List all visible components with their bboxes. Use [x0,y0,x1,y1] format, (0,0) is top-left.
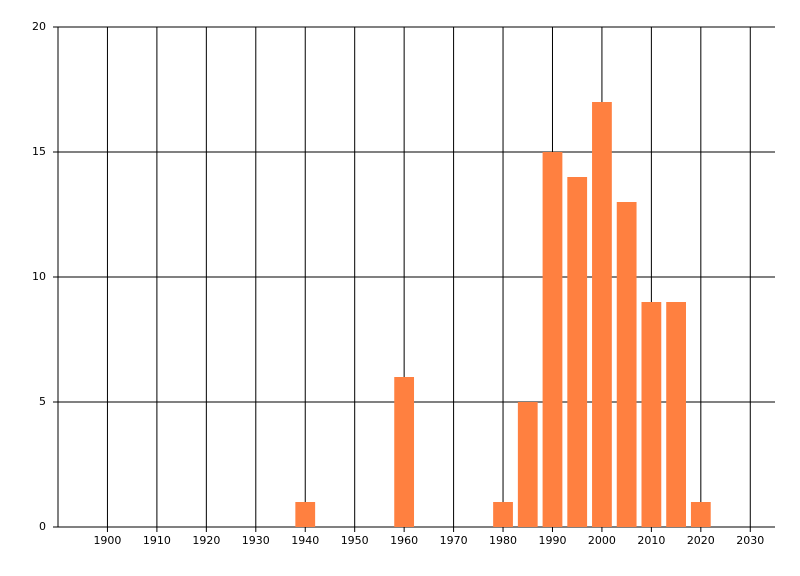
y-tick-label: 5 [39,395,46,408]
x-tick-label: 2020 [687,534,715,547]
x-tick-label: 2030 [736,534,764,547]
bar [295,502,316,527]
bar [592,102,612,527]
x-tick-label: 1930 [242,534,270,547]
bar [394,377,415,527]
x-tick-label: 1910 [143,534,171,547]
x-tick-label: 1980 [489,534,517,547]
x-tick-label: 2010 [637,534,665,547]
x-tick-label: 1990 [538,534,566,547]
bar [666,302,686,527]
x-tick-label: 1950 [341,534,369,547]
x-tick-label: 2000 [588,534,616,547]
bar [616,202,637,527]
y-tick-label: 0 [39,520,46,533]
x-tick-label: 1900 [93,534,121,547]
x-tick-label: 1970 [440,534,468,547]
bar [493,502,513,527]
x-tick-label: 1920 [192,534,220,547]
y-tick-label: 20 [32,20,46,33]
x-tick-label: 1960 [390,534,418,547]
y-tick-label: 15 [32,145,46,158]
bar [517,402,538,527]
y-tick-label: 10 [32,270,46,283]
bar [542,152,563,527]
bar [567,177,588,527]
bar [690,502,711,527]
bar [641,302,662,527]
x-tick-label: 1940 [291,534,319,547]
